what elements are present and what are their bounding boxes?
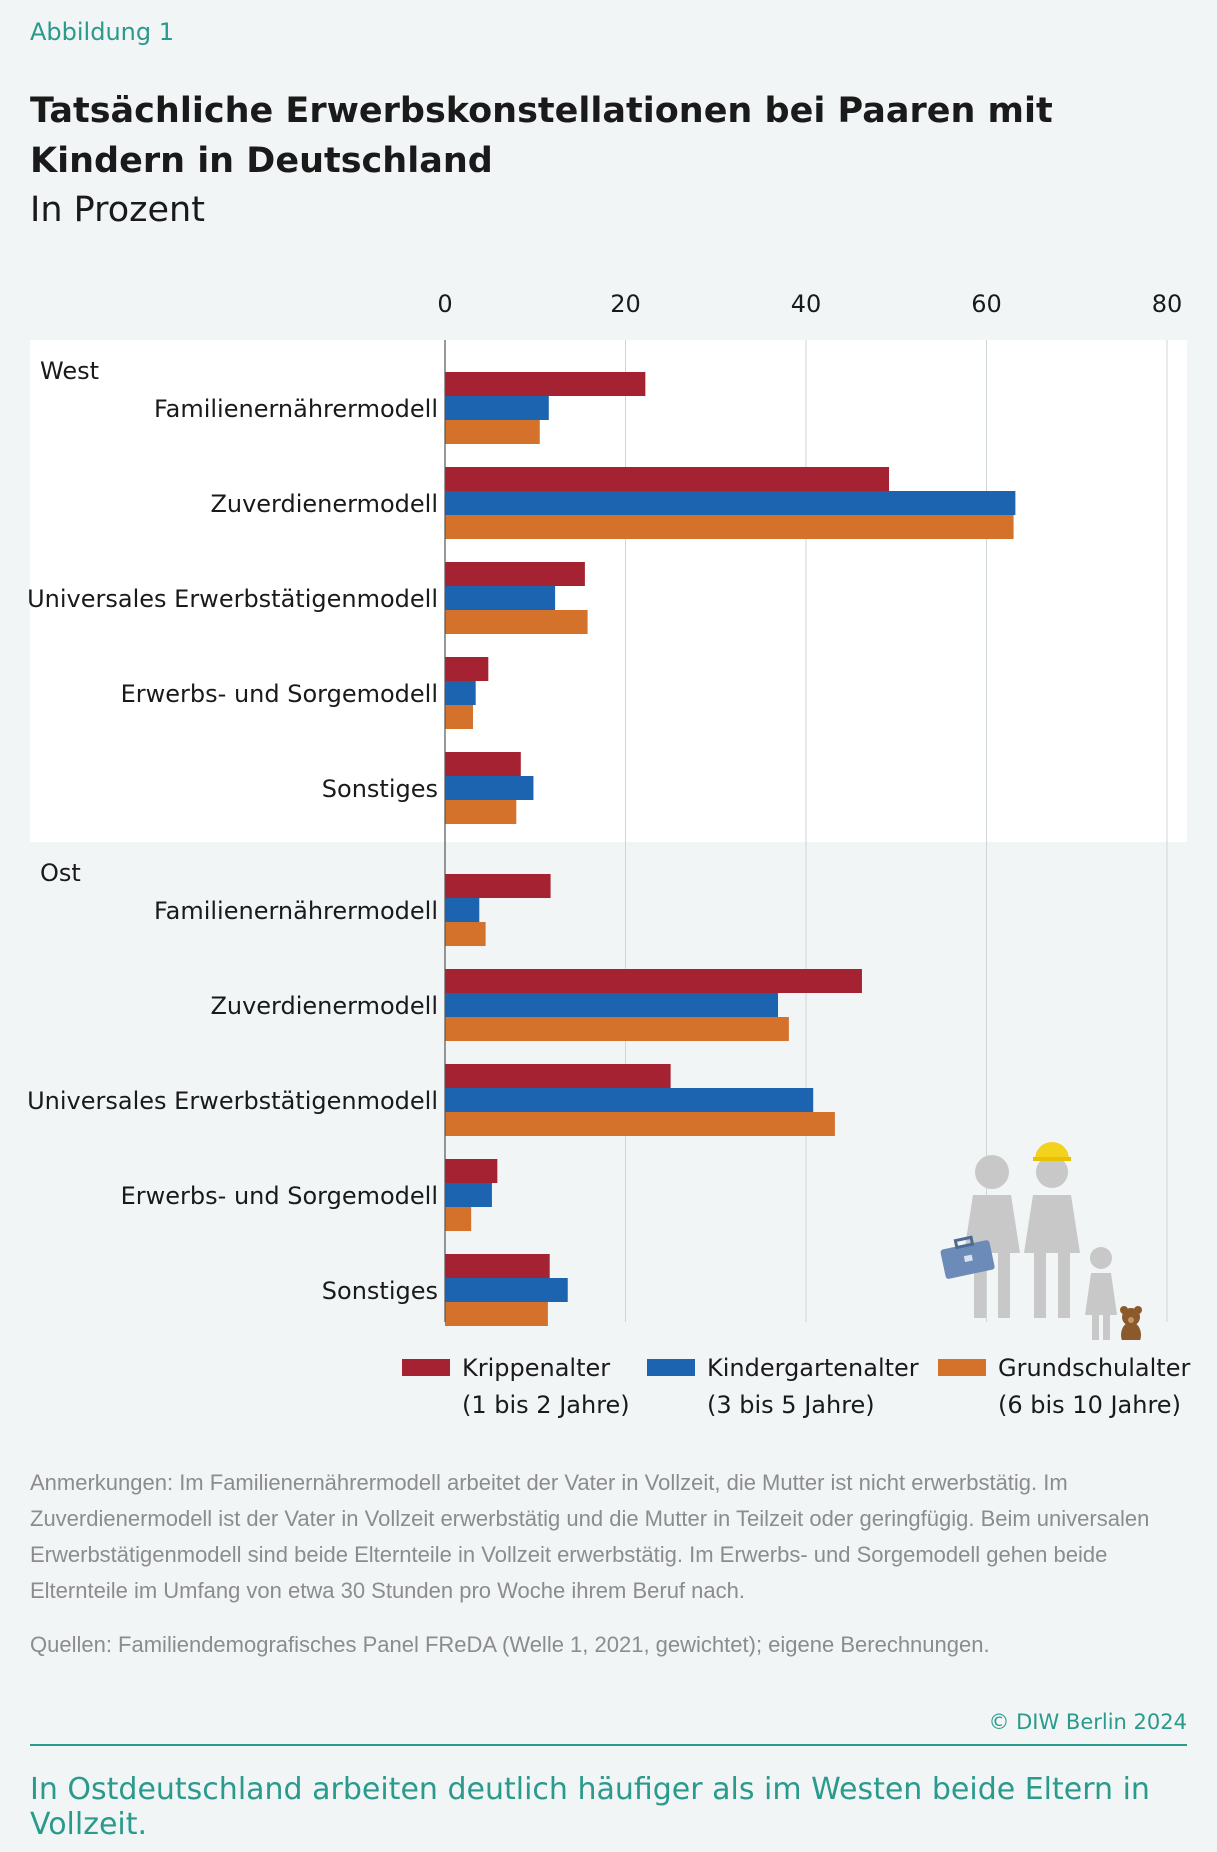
sources-text: Quellen: Familiendemografisches Panel FR…	[30, 1632, 990, 1657]
legend-label-line1: Kindergartenalter	[707, 1354, 919, 1382]
category-label: Erwerbs- und Sorgemodell	[121, 680, 438, 708]
legend-item-kindergartenalter: Kindergartenalter (3 bis 5 Jahre)	[647, 1350, 919, 1424]
family-illustration-icon	[940, 1142, 1142, 1340]
x-tick-label: 20	[610, 290, 641, 318]
chart-title: Tatsächliche Erwerbskonstellationen bei …	[30, 91, 1053, 181]
group-label-west: West	[40, 357, 99, 385]
bar-groups: West Familienernährermodell Zuverdienermod…	[27, 357, 1016, 1326]
group-west: West Familienernährermodell Zuverdienermod…	[27, 357, 1016, 824]
bar	[445, 1254, 550, 1278]
bar	[445, 420, 540, 444]
takeaway-text: In Ostdeutschland arbeiten deutlich häuf…	[30, 1772, 1150, 1842]
legend-item-krippenalter: Krippenalter (1 bis 2 Jahre)	[402, 1350, 630, 1424]
divider	[30, 1744, 1187, 1746]
bar	[445, 898, 480, 922]
category-label: Sonstiges	[322, 1277, 438, 1305]
category-label: Universales Erwerbstätigenmodell	[27, 585, 438, 613]
legend-swatch	[647, 1359, 695, 1376]
legend-label-line1: Grundschulalter	[998, 1354, 1191, 1382]
group-label-ost: Ost	[40, 859, 81, 887]
figure-label: Abbildung 1	[30, 18, 175, 46]
category-label: Erwerbs- und Sorgemodell	[121, 1182, 438, 1210]
bar	[445, 1278, 568, 1302]
bar	[445, 681, 476, 705]
bar	[445, 874, 551, 898]
legend-swatch	[402, 1359, 450, 1376]
x-tick-label: 60	[971, 290, 1002, 318]
legend-label: Kindergartenalter (3 bis 5 Jahre)	[707, 1350, 919, 1424]
x-tick-label: 0	[437, 290, 452, 318]
bar	[445, 491, 1016, 515]
group-ost: Ost Familienernährermodell Zuverdienermode…	[27, 859, 862, 1326]
x-tick-label: 40	[791, 290, 822, 318]
bar	[445, 969, 862, 993]
legend-label-line1: Krippenalter	[462, 1354, 611, 1382]
category-label: Zuverdienermodell	[210, 992, 438, 1020]
bar	[445, 705, 473, 729]
legend-label: Grundschulalter (6 bis 10 Jahre)	[998, 1350, 1190, 1424]
bar	[445, 752, 521, 776]
category-label: Sonstiges	[322, 775, 438, 803]
bar	[445, 1088, 814, 1112]
legend-label-line2: (6 bis 10 Jahre)	[998, 1391, 1181, 1419]
category-label: Zuverdienermodell	[210, 490, 438, 518]
bar	[445, 993, 779, 1017]
x-axis-ticks: 0 20 40 60 80	[437, 290, 1182, 318]
bar	[445, 922, 486, 946]
category-label: Universales Erwerbstätigenmodell	[27, 1087, 438, 1115]
copyright: © DIW Berlin 2024	[988, 1710, 1187, 1734]
bar	[445, 467, 890, 491]
chart-subtitle: In Prozent	[30, 190, 205, 230]
category-label: Familienernährermodell	[154, 897, 438, 925]
category-label: Familienernährermodell	[154, 395, 438, 423]
x-tick-label: 80	[1152, 290, 1183, 318]
bar	[445, 586, 556, 610]
legend-label-line2: (3 bis 5 Jahre)	[707, 1391, 875, 1419]
bar	[445, 1302, 548, 1326]
bar	[445, 396, 549, 420]
legend-item-grundschulalter: Grundschulalter (6 bis 10 Jahre)	[938, 1350, 1190, 1424]
bar	[445, 1183, 492, 1207]
bar	[445, 610, 588, 634]
bar	[445, 800, 517, 824]
bar	[445, 1112, 835, 1136]
bar	[445, 515, 1014, 539]
legend-label-line2: (1 bis 2 Jahre)	[462, 1391, 630, 1419]
bar	[445, 1159, 498, 1183]
legend-swatch	[938, 1359, 986, 1376]
west-panel-background	[30, 340, 1187, 842]
legend-label: Krippenalter (1 bis 2 Jahre)	[462, 1350, 630, 1424]
bar	[445, 1207, 472, 1231]
bar	[445, 1064, 671, 1088]
bar	[445, 1017, 789, 1041]
bar-chart: 0 20 40 60 80 West Familienernährermodell Zuve…	[27, 290, 1187, 1340]
bar	[445, 776, 534, 800]
bar	[445, 657, 489, 681]
bar	[445, 372, 646, 396]
bar	[445, 562, 585, 586]
notes-text: Anmerkungen: Im Familienernährermodell a…	[30, 1470, 1150, 1603]
